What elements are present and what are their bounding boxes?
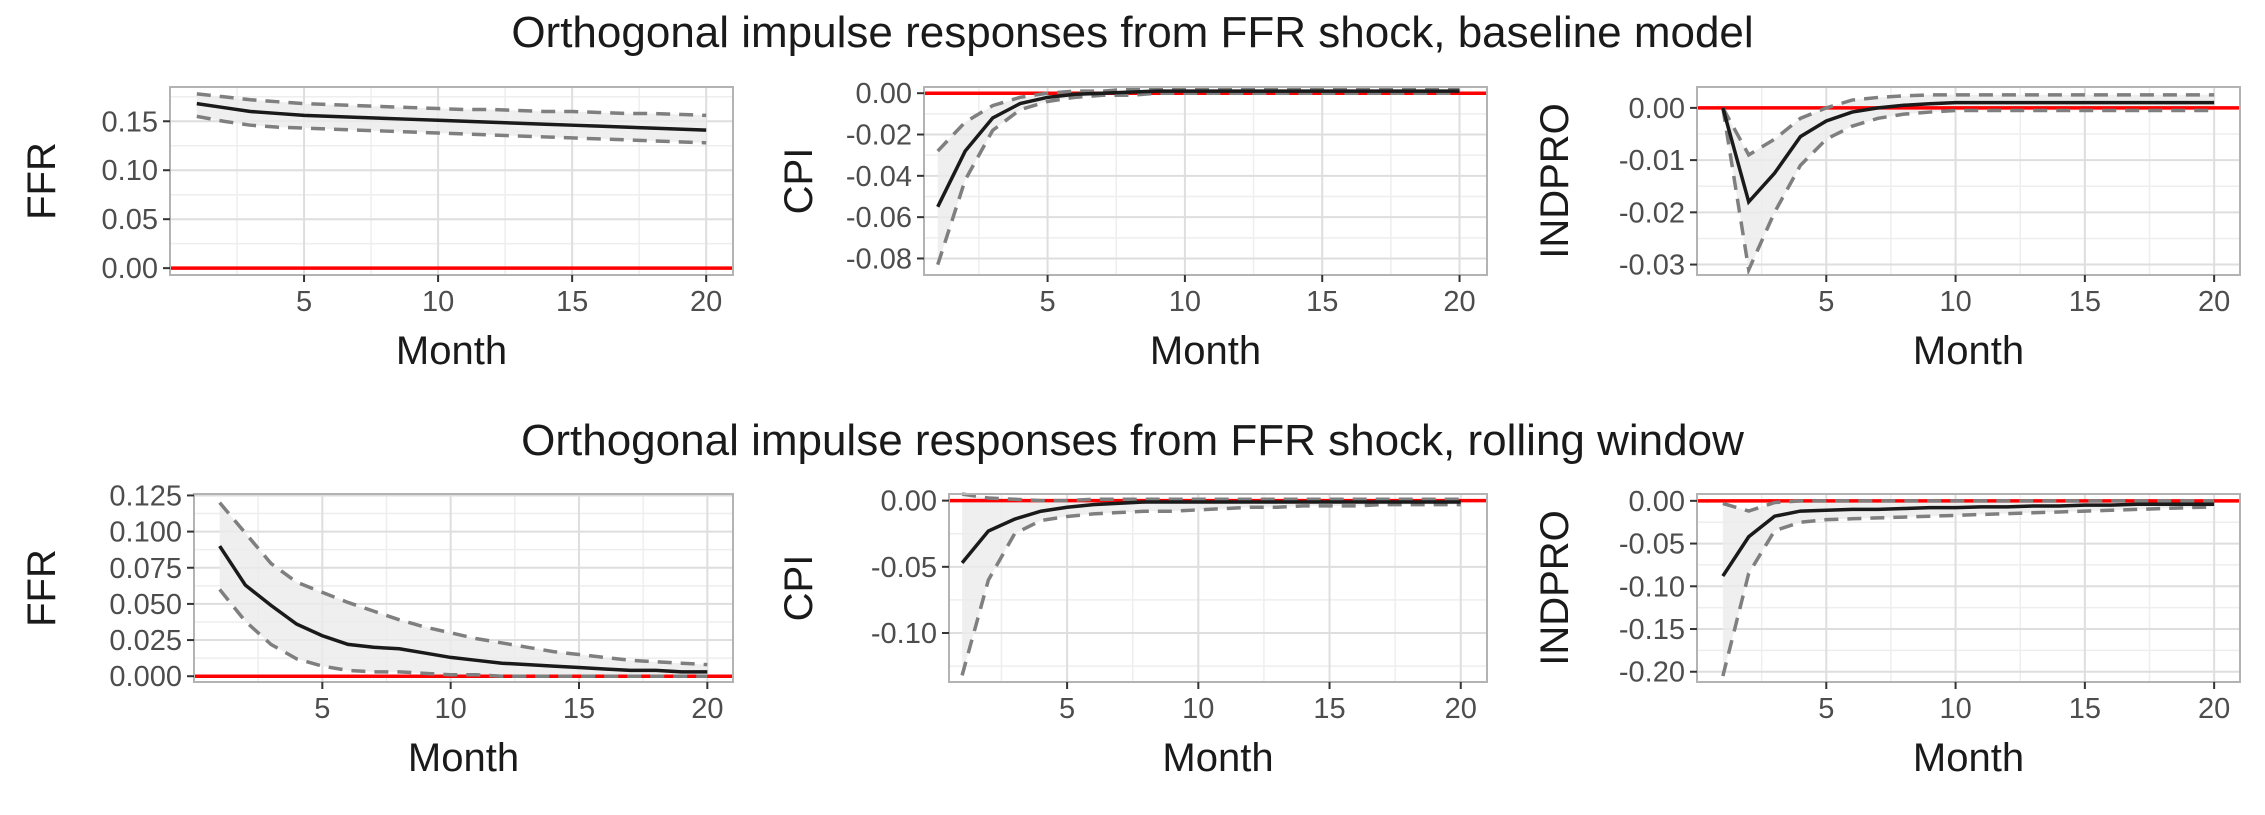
upper-ci-line	[196, 92, 707, 118]
x-tick-label: 5	[1040, 286, 1056, 318]
x-tick-label: 15	[2069, 693, 2101, 725]
x-tick-label: 20	[2198, 693, 2230, 725]
x-axis-label: Month	[1913, 329, 2024, 373]
panel-bottom-indpro: 5 10 15 20 -0.20 -0.15 -0.10 -0.05 0.00 Month INDP…	[1533, 486, 2241, 780]
y-tick-label: 0.00	[881, 486, 937, 518]
y-tick-label: 0.05	[102, 204, 158, 236]
y-tick-label: 0.000	[109, 661, 182, 693]
y-tick-label: 0.125	[109, 480, 182, 512]
y-tick-label: -0.02	[1619, 197, 1685, 229]
x-tick-label: 15	[1306, 286, 1338, 318]
y-tick-label: -0.08	[846, 243, 912, 275]
x-tick-label: 5	[1818, 693, 1834, 725]
x-axis-label: Month	[396, 329, 507, 373]
confidence-band	[219, 502, 708, 677]
y-tick-label: 0.100	[109, 517, 182, 549]
y-tick-label: 0.075	[109, 553, 182, 585]
panel-border	[193, 493, 734, 683]
lower-ci-line	[1721, 505, 2215, 677]
y-tick-label: 0.00	[856, 78, 912, 110]
x-tick-label: 10	[1182, 693, 1214, 725]
response-line	[1721, 100, 2215, 206]
x-tick-label: 15	[563, 693, 595, 725]
y-tick-label: 0.00	[1629, 486, 1685, 518]
x-tick-label: 20	[691, 693, 723, 725]
y-tick-label: 0.15	[102, 106, 158, 138]
y-tick-label: 0.00	[1629, 93, 1685, 125]
x-tick-label: 15	[1313, 693, 1345, 725]
response-line	[218, 545, 708, 674]
x-tick-label: 20	[1443, 286, 1475, 318]
y-axis-label: INDPRO	[1533, 103, 1577, 259]
y-tick-label: -0.20	[1619, 657, 1685, 689]
panel-border	[948, 493, 1488, 683]
panel-border	[1696, 493, 2241, 683]
y-axis-label: CPI	[777, 555, 821, 622]
x-axis-label: Month	[1162, 736, 1273, 780]
row-title-rolling-window: Orthogonal impulse responses from FFR sh…	[521, 416, 1744, 465]
lower-ci-line	[1721, 107, 2215, 276]
lower-ci-line	[960, 502, 1461, 676]
confidence-band	[962, 494, 1461, 676]
upper-ci-line	[218, 501, 708, 667]
y-tick-label: -0.05	[1619, 529, 1685, 561]
x-axis-label: Month	[1150, 329, 1261, 373]
y-tick-label: 0.025	[109, 625, 182, 657]
x-tick-label: 20	[2198, 286, 2230, 318]
y-tick-label: -0.01	[1619, 145, 1685, 177]
x-tick-label: 5	[314, 693, 330, 725]
upper-ci-line	[1721, 93, 2215, 158]
y-tick-label: -0.10	[1619, 571, 1685, 603]
panel-border	[923, 86, 1488, 276]
upper-ci-line	[961, 492, 1461, 503]
y-axis-label: CPI	[777, 148, 821, 215]
x-tick-label: 20	[1445, 693, 1477, 725]
x-tick-label: 15	[2069, 286, 2101, 318]
y-tick-label: -0.15	[1619, 614, 1685, 646]
x-tick-label: 15	[556, 286, 588, 318]
panel-border	[1696, 86, 2241, 276]
y-tick-label: -0.05	[871, 552, 937, 584]
panel-border	[169, 86, 734, 276]
x-tick-label: 5	[1059, 693, 1075, 725]
y-tick-label: -0.03	[1619, 250, 1685, 282]
y-tick-label: -0.06	[846, 202, 912, 234]
x-tick-label: 5	[1818, 286, 1834, 318]
x-axis-label: Month	[1913, 736, 2024, 780]
x-tick-label: 20	[690, 286, 722, 318]
response-line	[196, 101, 707, 132]
y-tick-label: 0.050	[109, 589, 182, 621]
y-tick-label: 0.00	[102, 253, 158, 285]
y-tick-label: -0.04	[846, 161, 912, 193]
y-tick-label: -0.10	[871, 618, 937, 650]
x-tick-label: 10	[422, 286, 454, 318]
x-axis-label: Month	[408, 736, 519, 780]
confidence-band	[1722, 94, 2215, 270]
panel-top-cpi: 5 10 15 20 -0.08 -0.06 -0.04 -0.02 0.00 Month CPI	[777, 78, 1488, 373]
panel-top-ffr: 5 10 15 20 0.00 0.05 0.10 0.15 Month FFR	[20, 86, 734, 373]
y-tick-label: 0.10	[102, 155, 158, 187]
x-tick-label: 10	[1939, 286, 1971, 318]
upper-ci-line	[936, 87, 1460, 153]
y-axis-label: FFR	[20, 549, 64, 627]
panel-top-indpro: 5 10 15 20 -0.03 -0.02 -0.01 0.00 Month INDPRO	[1533, 86, 2241, 373]
x-tick-label: 5	[296, 286, 312, 318]
x-tick-label: 10	[1939, 693, 1971, 725]
y-axis-label: FFR	[20, 142, 64, 220]
lower-ci-line	[936, 91, 1460, 266]
x-tick-label: 10	[435, 693, 467, 725]
response-line	[1721, 502, 2215, 577]
response-line	[936, 89, 1460, 208]
response-line	[960, 500, 1461, 564]
y-tick-label: -0.02	[846, 120, 912, 152]
y-axis-label: INDPRO	[1533, 510, 1577, 666]
lower-ci-line	[196, 114, 707, 145]
row-title-baseline: Orthogonal impulse responses from FFR sh…	[511, 8, 1754, 57]
x-tick-label: 10	[1169, 286, 1201, 318]
panel-bottom-ffr: 5 10 15 20 0.000 0.025 0.050 0.075 0.100 0.125 Mon…	[20, 480, 734, 780]
panel-bottom-cpi: 5 10 15 20 -0.10 -0.05 0.00 Month CPI	[777, 486, 1488, 780]
